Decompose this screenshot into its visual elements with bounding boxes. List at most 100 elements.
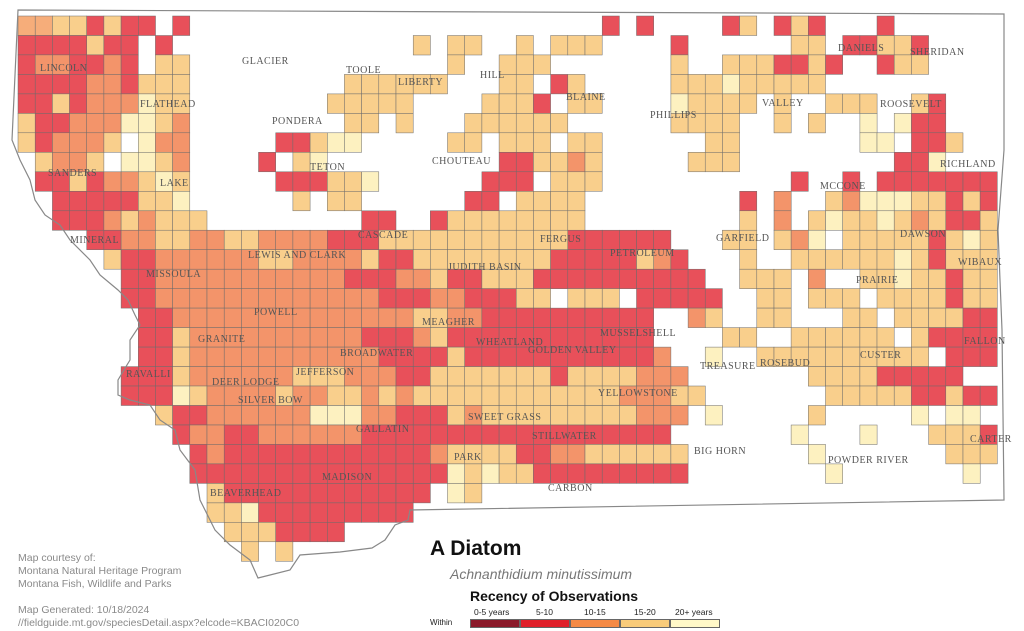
observation-cell: [790, 249, 809, 270]
observation-cell: [258, 444, 276, 465]
observation-cell: [773, 74, 792, 95]
observation-cell: [808, 54, 826, 75]
observation-cell: [275, 171, 294, 192]
observation-cell: [515, 366, 534, 387]
observation-cell: [842, 307, 861, 328]
observation-cell: [327, 191, 345, 212]
observation-cell: [619, 463, 637, 484]
observation-cell: [911, 171, 929, 192]
observation-cell: [928, 191, 947, 212]
observation-cell: [790, 54, 809, 75]
observation-cell: [464, 424, 483, 445]
observation-cell: [567, 35, 586, 56]
observation-cell: [550, 405, 569, 426]
county-label: PARK: [454, 452, 482, 463]
observation-cell: [481, 444, 500, 465]
observation-cell: [378, 366, 397, 387]
observation-cell: [825, 191, 843, 212]
observation-cell: [155, 191, 173, 212]
observation-cell: [69, 191, 87, 212]
observation-cell: [172, 74, 191, 95]
observation-cell: [859, 424, 878, 445]
observation-cell: [138, 210, 156, 231]
observation-cell: [378, 463, 397, 484]
observation-cell: [842, 288, 861, 309]
credit-line: Montana Natural Heritage Program: [18, 565, 182, 577]
observation-cell: [103, 93, 122, 114]
observation-cell: [533, 268, 551, 289]
observation-cell: [17, 113, 36, 134]
observation-cell: [481, 385, 500, 406]
observation-cell: [945, 307, 964, 328]
observation-cell: [911, 191, 929, 212]
observation-cell: [275, 502, 294, 523]
observation-cell: [945, 268, 964, 289]
county-labels: GLACIER TOOLE LIBERTY HILL BLAINE PHILLIPS VAL…: [40, 43, 1011, 499]
observation-cell: [447, 385, 465, 406]
observation-cell: [155, 210, 173, 231]
observation-cell: [601, 444, 620, 465]
observation-cell: [704, 132, 723, 153]
observation-cell: [361, 307, 380, 328]
observation-cell: [808, 366, 826, 387]
observation-cell: [412, 444, 431, 465]
observation-cell: [636, 405, 654, 426]
observation-cell: [86, 74, 105, 95]
observation-cell: [241, 288, 259, 309]
observation-cell: [361, 249, 380, 270]
county-label: PHILLIPS: [650, 110, 697, 121]
observation-cell: [34, 15, 53, 36]
observation-cell: [395, 463, 414, 484]
observation-cell: [464, 483, 483, 504]
county-label: SILVER BOW: [238, 395, 303, 406]
observation-cell: [584, 307, 603, 328]
observation-cell: [206, 268, 225, 289]
observation-cell: [172, 210, 191, 231]
observation-cell: [378, 502, 397, 523]
observation-cell: [911, 307, 929, 328]
observation-cell: [481, 366, 500, 387]
observation-cell: [327, 229, 345, 250]
observation-cell: [601, 15, 620, 36]
observation-cell: [704, 74, 723, 95]
observation-cell: [825, 54, 843, 75]
observation-cell: [808, 249, 826, 270]
observation-cell: [172, 346, 191, 367]
observation-cell: [962, 346, 981, 367]
observation-cell: [550, 191, 569, 212]
observation-cell: [773, 268, 792, 289]
observation-cell: [842, 191, 861, 212]
observation-cell: [601, 405, 620, 426]
observation-cell: [533, 444, 551, 465]
county-label: ROSEBUD: [760, 358, 810, 369]
observation-cell: [808, 405, 826, 426]
observation-cell: [206, 444, 225, 465]
observation-cell: [206, 385, 225, 406]
observation-cell: [687, 268, 706, 289]
observation-cell: [378, 74, 397, 95]
observation-cell: [515, 307, 534, 328]
observation-cell: [498, 463, 517, 484]
observation-cell: [395, 366, 414, 387]
observation-cell: [704, 152, 723, 173]
legend-swatch: [620, 619, 670, 628]
observation-cell: [722, 54, 740, 75]
observation-cell: [670, 268, 689, 289]
observation-cell: [739, 54, 758, 75]
observation-cell: [52, 15, 70, 36]
observation-cell: [120, 210, 139, 231]
observation-cell: [722, 15, 740, 36]
observation-cell: [361, 502, 380, 523]
observation-cell: [447, 132, 465, 153]
observation-cell: [859, 113, 878, 134]
legend-label: 5-10: [536, 607, 554, 617]
observation-cell: [636, 463, 654, 484]
observation-cell: [498, 93, 517, 114]
observation-cell: [292, 327, 311, 348]
observation-cell: [962, 307, 981, 328]
observation-cell: [172, 229, 191, 250]
observation-cell: [893, 366, 912, 387]
observation-cell: [481, 171, 500, 192]
source-url[interactable]: //fieldguide.mt.gov/speciesDetail.aspx?e…: [18, 617, 300, 629]
